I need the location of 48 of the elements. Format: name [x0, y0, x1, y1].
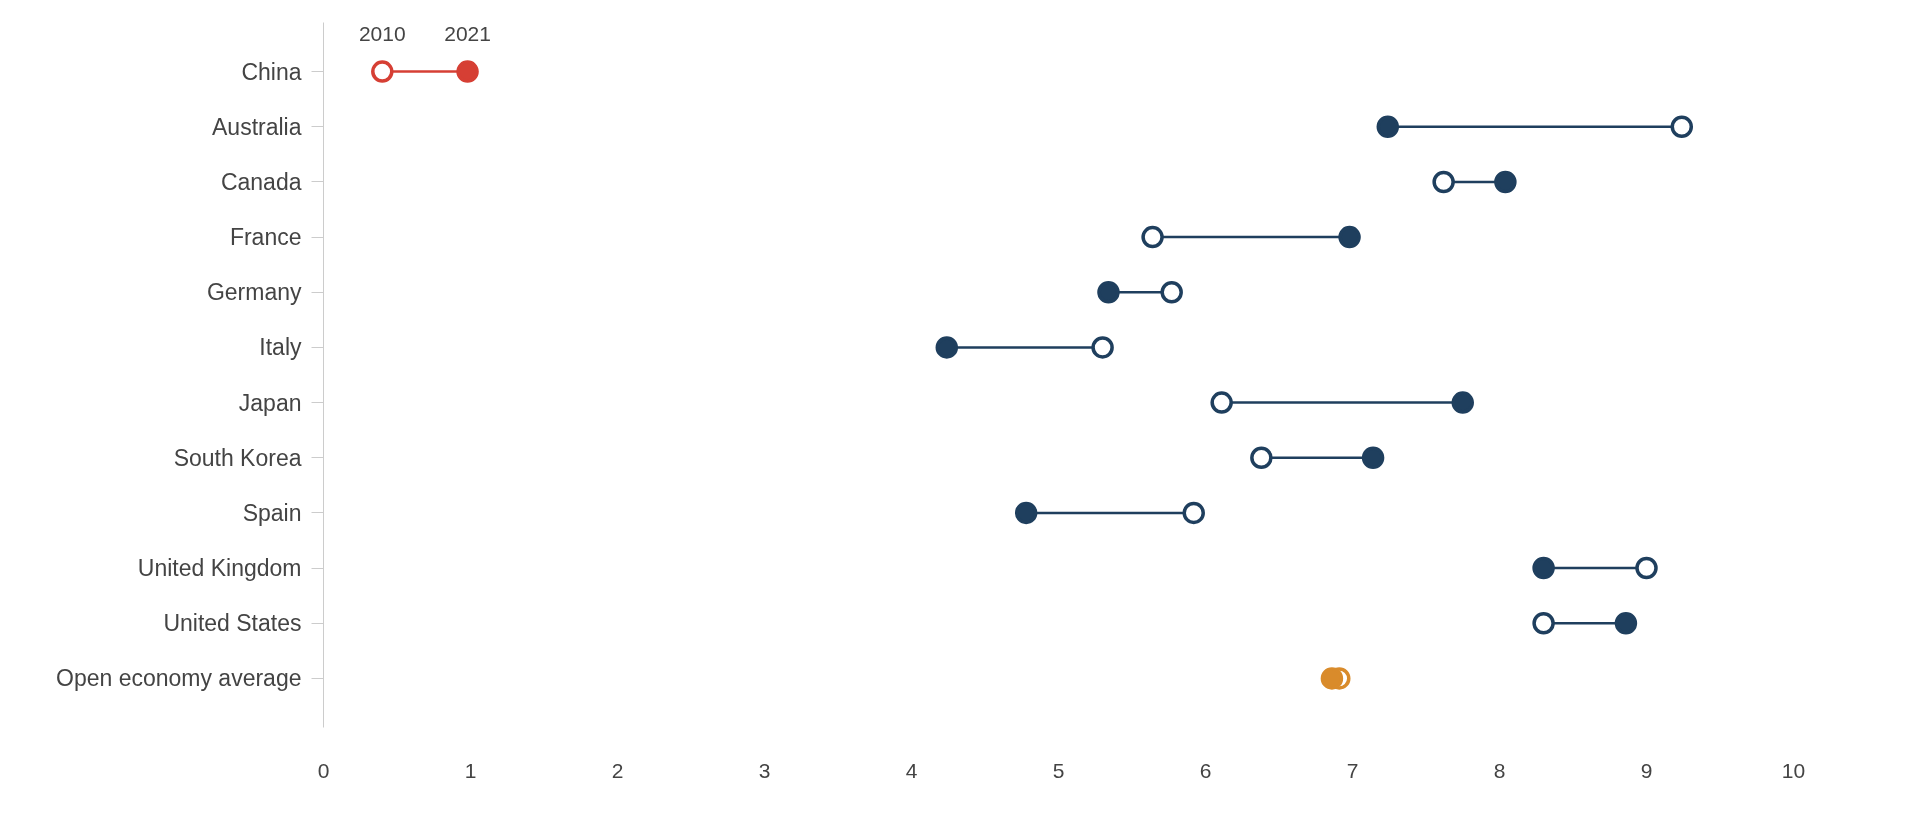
- y-tick-label: Italy: [259, 334, 302, 361]
- series-label: 2010: [358, 22, 406, 46]
- point: [1182, 501, 1205, 525]
- y-tick-label: United Kingdom: [137, 555, 302, 582]
- point: [1361, 446, 1385, 469]
- x-tick-label: 6: [1199, 758, 1212, 782]
- x-tick-label: 4: [905, 758, 918, 782]
- point: [1320, 667, 1344, 690]
- x-tick-label: 0: [317, 758, 330, 782]
- point: [456, 60, 479, 83]
- point: [1635, 556, 1658, 580]
- y-tick-label: Spain: [242, 499, 302, 526]
- series-label: 2021: [444, 22, 491, 46]
- y-tick-label: South Korea: [173, 444, 302, 471]
- x-tick-label: 8: [1493, 758, 1506, 782]
- y-tick-label: China: [241, 58, 302, 85]
- x-tick-label: 3: [758, 758, 771, 782]
- point: [1338, 225, 1361, 249]
- y-tick-label: France: [229, 224, 302, 251]
- x-tick-label: 10: [1781, 758, 1806, 782]
- y-tick-label: Australia: [212, 113, 302, 140]
- point: [1532, 612, 1555, 635]
- y-tick-label: Japan: [238, 389, 302, 416]
- point: [1376, 115, 1400, 138]
- point: [1670, 115, 1694, 138]
- y-tick-label: Canada: [220, 168, 302, 195]
- point: [1432, 170, 1455, 194]
- y-tick-label: Germany: [206, 279, 302, 306]
- x-tick-label: 9: [1640, 758, 1653, 782]
- point: [935, 336, 959, 359]
- point: [1451, 391, 1474, 414]
- point: [1250, 446, 1273, 469]
- point: [1160, 281, 1183, 304]
- point: [1532, 556, 1555, 580]
- point: [371, 60, 394, 83]
- point: [1097, 281, 1120, 304]
- point: [1014, 501, 1038, 525]
- y-tick-label: United States: [163, 610, 302, 637]
- x-tick-label: 1: [464, 758, 477, 782]
- x-tick-label: 7: [1346, 758, 1359, 782]
- x-tick-label: 5: [1052, 758, 1065, 782]
- y-tick-label: Open economy average: [56, 665, 302, 692]
- point: [1141, 225, 1164, 249]
- point: [1494, 170, 1517, 194]
- x-tick-label: 2: [611, 758, 624, 782]
- point: [1091, 336, 1114, 359]
- point: [1210, 391, 1233, 414]
- point: [1614, 612, 1638, 635]
